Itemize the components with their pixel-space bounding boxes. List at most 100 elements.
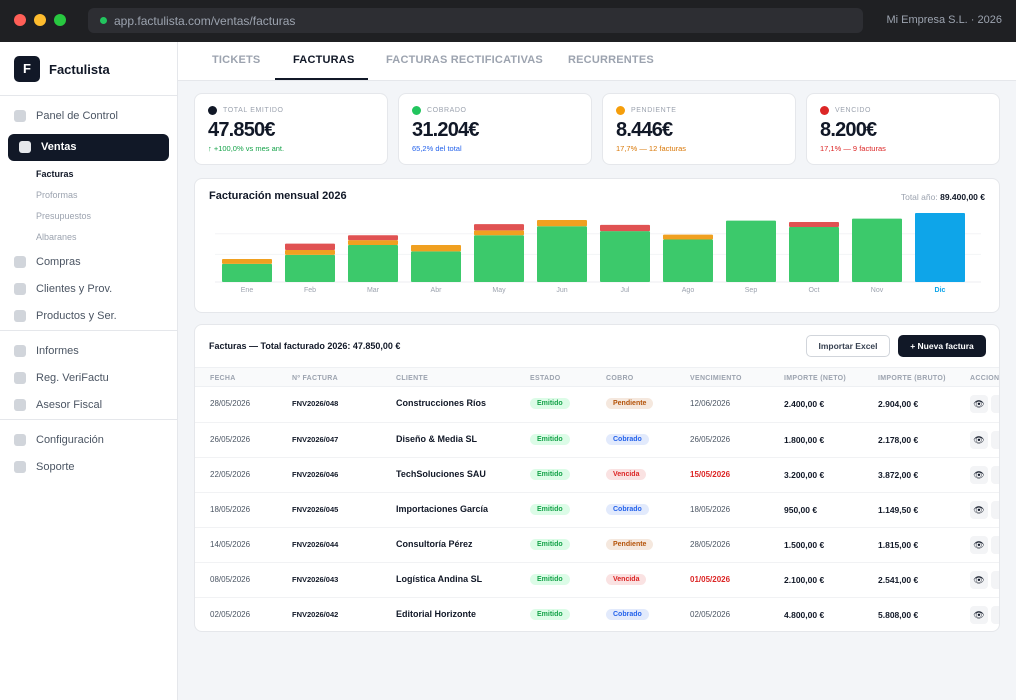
kpi-label: PENDIENTE [631,107,677,114]
due-date: 18/05/2026 [690,505,731,514]
x-tick-label: Abr [431,287,443,294]
nav-item[interactable]: Reg. VeriFactu [0,371,177,387]
bar-segment [789,226,839,282]
net-amount: 3.200,00 € [784,470,825,480]
nav-item[interactable]: Asesor Fiscal [0,398,177,414]
bar-segment [600,224,650,232]
close-dot[interactable] [14,14,26,26]
tab[interactable]: TICKETS [212,54,261,66]
x-tick-label: Jul [621,287,630,294]
kpi-dot [412,106,421,115]
x-tick-label: Feb [304,287,316,294]
status-badge: Emitido [530,539,570,550]
tab[interactable]: RECURRENTES [568,54,654,66]
more-button[interactable] [991,431,999,449]
view-button[interactable]: 👁 [970,571,988,589]
invoice-number: FNV2026/047 [292,435,339,444]
subnav-item[interactable]: Proformas [36,190,78,200]
due-date: 26/05/2026 [690,435,731,444]
nav-icon [14,110,26,122]
bar-segment [285,249,335,255]
kpi-value: 8.446€ [616,119,673,141]
more-button[interactable] [991,571,999,589]
table-title: Facturas — Total facturado 2026: 47.850,… [209,341,401,351]
nav-item-active[interactable]: Ventas [8,134,169,161]
table-row[interactable]: 22/05/2026 FNV2026/046 TechSoluciones SAU E… [195,457,999,492]
url-text: app.factulista.com/ventas/facturas [114,14,296,28]
view-button[interactable]: 👁 [970,431,988,449]
kpi-value: 47.850€ [208,119,275,141]
bar-segment [474,224,524,231]
minimize-dot[interactable] [34,14,46,26]
tab-underline [275,78,368,80]
kpi-value: 31.204€ [412,119,479,141]
bar-segment [285,254,335,282]
table-row[interactable]: 02/05/2026 FNV2026/042 Editorial Horizonte… [195,597,999,631]
net-amount: 1.500,00 € [784,540,825,550]
subnav-item[interactable]: Albaranes [36,232,77,242]
table-row[interactable]: 14/05/2026 FNV2026/044 Consultoría Pérez Em… [195,527,999,562]
due-date: 15/05/2026 [690,470,731,479]
subnav-item[interactable]: Presupuestos [36,211,92,221]
client: Logística Andina SL [396,574,483,584]
total-label: Total año: [900,192,938,202]
view-button[interactable]: 👁 [970,466,988,484]
address-bar[interactable]: app.factulista.com/ventas/facturas [88,8,863,33]
nav-label: Asesor Fiscal [36,399,103,411]
bar-segment [348,235,398,241]
account: Mi Empresa S.L. · 2026 [886,14,1002,26]
nav-item[interactable]: Soporte [0,460,177,476]
tab-active[interactable]: FACTURAS [293,54,355,66]
client: Construcciones Ríos [396,398,487,408]
nav-icon [14,434,26,446]
more-button[interactable] [991,606,999,624]
nav-icon [19,141,31,153]
new-invoice-button[interactable]: + Nueva factura [898,335,986,357]
view-button[interactable]: 👁 [970,606,988,624]
tab[interactable]: FACTURAS RECTIFICATIVAS [386,54,543,66]
column-header: ACCIONES [970,375,1000,382]
bar-segment [474,235,524,282]
column-header: IMPORTE (BRUTO) [878,375,946,382]
status-badge: Emitido [530,574,570,585]
column-header: COBRO [606,375,634,382]
more-button[interactable] [991,466,999,484]
nav-icon [14,399,26,411]
nav-item[interactable]: Productos y Ser. [0,309,177,325]
nav-item[interactable]: Informes [0,344,177,360]
table-row[interactable]: 26/05/2026 FNV2026/047 Diseño & Media SL Em… [195,422,999,457]
import-button[interactable]: Importar Excel [806,335,890,357]
payment-badge: Pendiente [606,539,654,550]
client: Editorial Horizonte [396,609,477,619]
gross-amount: 2.904,00 € [878,399,919,409]
gross-amount: 3.872,00 € [878,470,919,480]
kpi-label: COBRADO [427,107,467,114]
nav-label: Informes [36,345,79,357]
more-button[interactable] [991,395,999,413]
brand: Factulista [49,62,110,77]
zoom-dot[interactable] [54,14,66,26]
table-row[interactable]: 08/05/2026 FNV2026/043 Logística Andina SL… [195,562,999,597]
nav-item[interactable]: Clientes y Prov. [0,282,177,298]
net-amount: 2.100,00 € [784,575,825,585]
view-button[interactable]: 👁 [970,536,988,554]
subnav-item[interactable]: Facturas [36,169,74,179]
more-button[interactable] [991,536,999,554]
view-button[interactable]: 👁 [970,395,988,413]
table-row[interactable]: 28/05/2026 FNV2026/048 Construcciones Ríos… [195,387,999,422]
kpi-dot [820,106,829,115]
net-amount: 4.800,00 € [784,610,825,620]
table-header: FECHA Nº FACTURA CLIENTE ESTADO COBRO VENCIMI… [195,367,1000,387]
nav-item[interactable]: Panel de Control [0,109,177,125]
column-header: ESTADO [530,375,561,382]
net-amount: 950,00 € [784,505,818,515]
sidebar: F Factulista Panel de Control Ventas Factu… [0,42,178,700]
more-button[interactable] [991,501,999,519]
table-row[interactable]: 18/05/2026 FNV2026/045 Importaciones Garcí… [195,492,999,527]
nav-item[interactable]: Compras [0,255,177,271]
chart-total: Total año: 89.400,00 € [901,192,985,202]
nav-label: Compras [36,256,81,268]
date: 14/05/2026 [210,540,251,549]
view-button[interactable]: 👁 [970,501,988,519]
nav-item[interactable]: Configuración [0,433,177,449]
